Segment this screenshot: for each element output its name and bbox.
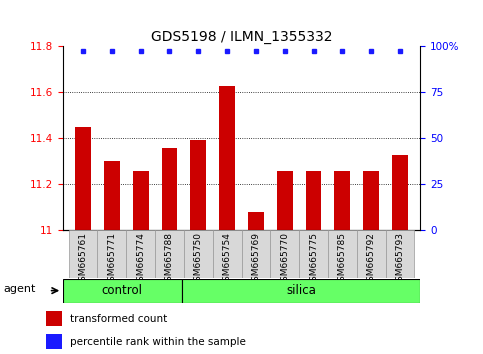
Title: GDS5198 / ILMN_1355332: GDS5198 / ILMN_1355332 bbox=[151, 30, 332, 44]
Bar bbox=[63, 279, 182, 303]
Bar bbox=[392, 155, 408, 230]
Bar bbox=[46, 311, 62, 326]
Bar bbox=[277, 171, 293, 230]
Bar bbox=[126, 230, 155, 278]
Text: GSM665793: GSM665793 bbox=[396, 233, 405, 287]
Text: transformed count: transformed count bbox=[70, 314, 167, 324]
Text: silica: silica bbox=[286, 284, 316, 297]
Text: GSM665771: GSM665771 bbox=[107, 233, 116, 287]
Bar bbox=[299, 230, 328, 278]
Text: GSM665761: GSM665761 bbox=[78, 233, 87, 287]
Bar bbox=[334, 171, 350, 230]
Bar bbox=[357, 230, 385, 278]
Bar bbox=[190, 140, 206, 230]
Text: GSM665770: GSM665770 bbox=[280, 233, 289, 287]
Bar bbox=[133, 171, 149, 230]
Text: GSM665792: GSM665792 bbox=[367, 233, 376, 287]
Bar bbox=[98, 230, 126, 278]
Bar bbox=[219, 86, 235, 230]
Bar bbox=[182, 279, 420, 303]
Text: GSM665769: GSM665769 bbox=[252, 233, 260, 287]
Bar bbox=[385, 230, 414, 278]
Bar bbox=[46, 334, 62, 349]
Text: GSM665785: GSM665785 bbox=[338, 233, 347, 287]
Bar bbox=[213, 230, 242, 278]
Bar bbox=[248, 212, 264, 230]
Text: percentile rank within the sample: percentile rank within the sample bbox=[70, 337, 246, 347]
Text: GSM665788: GSM665788 bbox=[165, 233, 174, 287]
Bar bbox=[242, 230, 270, 278]
Bar bbox=[75, 126, 91, 230]
Text: GSM665754: GSM665754 bbox=[223, 233, 231, 287]
Text: control: control bbox=[102, 284, 143, 297]
Bar bbox=[69, 230, 98, 278]
Text: GSM665750: GSM665750 bbox=[194, 233, 203, 287]
Bar bbox=[363, 171, 379, 230]
Text: GSM665774: GSM665774 bbox=[136, 233, 145, 287]
Bar bbox=[328, 230, 357, 278]
Bar bbox=[306, 171, 322, 230]
Text: agent: agent bbox=[3, 284, 36, 295]
Bar bbox=[270, 230, 299, 278]
Bar bbox=[161, 148, 177, 230]
Bar bbox=[184, 230, 213, 278]
Bar bbox=[155, 230, 184, 278]
Bar bbox=[104, 161, 120, 230]
Text: GSM665775: GSM665775 bbox=[309, 233, 318, 287]
